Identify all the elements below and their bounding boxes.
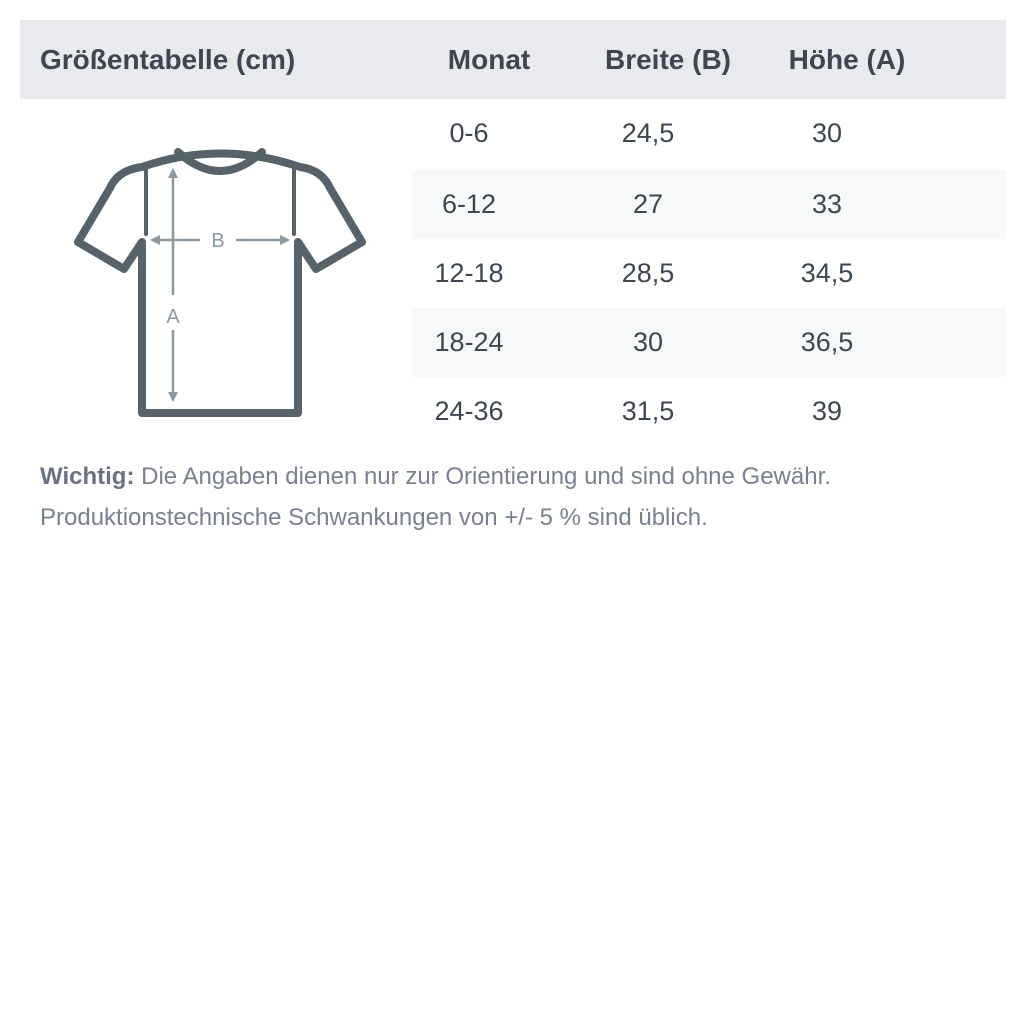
table-row: 12-18 28,5 34,5 [412, 239, 1006, 308]
table-title: Größentabelle (cm) [40, 44, 296, 75]
table-row: 0-6 24,5 30 [412, 99, 1006, 168]
cell-width: 27 [632, 189, 664, 219]
table-header: Größentabelle (cm) Monat Breite (B) Höhe… [20, 20, 1006, 99]
disclaimer-note: Wichtig: Die Angaben dienen nur zur Orie… [40, 456, 1000, 538]
cell-month: 0-6 [449, 118, 489, 148]
column-header-month: Monat [447, 44, 531, 75]
tshirt-icon: B A [74, 148, 366, 417]
cell-height: 39 [811, 396, 843, 426]
cell-width: 30 [632, 327, 664, 357]
cell-height: 30 [811, 118, 843, 148]
shirt-outline [74, 149, 366, 417]
column-header-width: Breite (B) [604, 44, 731, 75]
cell-height: 36,5 [800, 327, 854, 357]
note-text: Die Angaben dienen nur zur Orientierung … [40, 463, 831, 531]
cell-month: 6-12 [441, 189, 497, 219]
table-row: 24-36 31,5 39 [412, 377, 1006, 446]
cell-month: 24-36 [434, 396, 504, 426]
width-label: B [211, 230, 224, 252]
cell-width: 24,5 [621, 118, 675, 148]
height-label: A [166, 306, 180, 328]
cell-height: 34,5 [800, 258, 854, 288]
table-row: 6-12 27 33 [412, 170, 1006, 239]
cell-month: 12-18 [434, 258, 504, 288]
cell-month: 18-24 [434, 327, 504, 357]
cell-width: 31,5 [621, 396, 675, 426]
note-label: Wichtig: [40, 463, 135, 490]
cell-height: 33 [811, 189, 843, 219]
cell-width: 28,5 [621, 258, 675, 288]
column-header-height: Höhe (A) [788, 44, 906, 75]
shirt-collar [174, 148, 266, 175]
table-row: 18-24 30 36,5 [412, 308, 1006, 377]
